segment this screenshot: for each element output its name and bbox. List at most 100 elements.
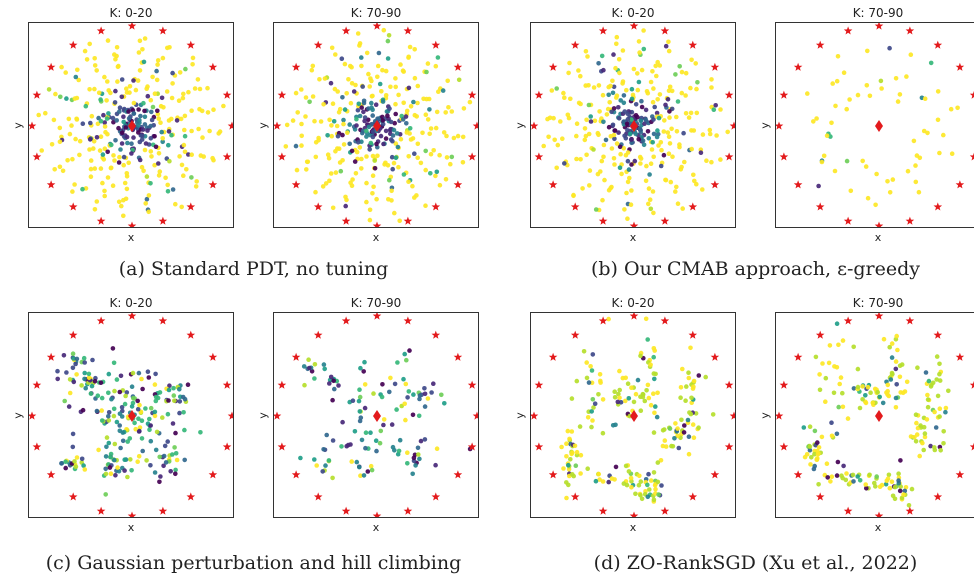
goal-star (274, 411, 282, 420)
data-point (165, 439, 170, 444)
panel-a2-title: K: 70-90 (350, 6, 402, 20)
data-point (77, 138, 83, 144)
data-point (865, 195, 871, 201)
data-point (116, 468, 122, 474)
data-point (685, 417, 691, 423)
data-point (380, 99, 386, 104)
data-point (554, 165, 559, 171)
data-point (317, 77, 322, 82)
data-point (915, 365, 920, 370)
data-point (135, 123, 141, 128)
data-point (339, 444, 344, 449)
data-point (592, 401, 598, 406)
goal-star (341, 506, 351, 515)
data-point (437, 182, 443, 188)
goal-star (598, 316, 608, 325)
goal-star (277, 442, 287, 451)
data-point (925, 392, 930, 398)
goal-star (710, 180, 720, 189)
data-point (357, 41, 363, 46)
data-point (201, 154, 206, 159)
data-point (168, 469, 173, 474)
data-point (375, 153, 380, 159)
data-point (106, 390, 111, 396)
data-point (415, 445, 421, 451)
data-point (146, 375, 152, 380)
data-point (140, 448, 145, 454)
data-point (646, 395, 652, 401)
data-point (643, 117, 648, 122)
goal-star (472, 121, 478, 130)
caption-d: (d) ZO-RankSGD (Xu et al., 2022) (593, 552, 918, 574)
data-point (583, 133, 589, 139)
data-point (352, 429, 358, 434)
data-point (655, 460, 661, 465)
data-point (379, 394, 385, 400)
data-point (36, 112, 41, 118)
data-point (148, 123, 153, 129)
data-point (689, 395, 694, 401)
data-point (709, 85, 714, 90)
data-point (171, 385, 176, 391)
goal-star (688, 492, 698, 501)
data-point (460, 134, 466, 140)
data-point (834, 431, 840, 437)
data-point (117, 423, 122, 428)
data-point (815, 456, 820, 461)
caption-a: (a) Standard PDT, no tuning (118, 258, 389, 280)
data-point (142, 114, 148, 120)
data-point (104, 116, 110, 121)
data-point (103, 454, 109, 459)
data-point (152, 413, 158, 419)
data-point (349, 459, 354, 464)
data-point (460, 160, 466, 165)
data-point (392, 210, 397, 216)
data-point (841, 70, 847, 75)
data-point (324, 432, 329, 438)
data-point (672, 436, 677, 441)
data-point (653, 486, 658, 492)
data-point (578, 157, 583, 162)
data-point (675, 433, 680, 439)
goal-star (291, 180, 301, 189)
data-point (867, 472, 872, 478)
data-point (595, 171, 601, 177)
data-point (655, 390, 660, 396)
data-point (599, 53, 605, 59)
data-point (106, 440, 112, 446)
data-point (119, 141, 125, 146)
data-point (885, 179, 890, 184)
data-point (628, 202, 634, 207)
data-point (606, 479, 611, 485)
data-point (121, 162, 126, 168)
data-point (639, 67, 645, 73)
data-point (337, 106, 343, 112)
data-point (681, 130, 686, 136)
data-point (148, 136, 154, 141)
data-point (675, 201, 681, 206)
panel-b1-title: K: 0-20 (611, 6, 655, 20)
data-point (887, 45, 892, 51)
data-point (610, 90, 616, 96)
data-point (461, 106, 467, 111)
data-point (71, 379, 77, 385)
start-marker (875, 120, 883, 132)
data-point (829, 474, 835, 479)
goal-star (46, 62, 56, 71)
goal-star (46, 470, 56, 479)
data-point (109, 396, 114, 402)
data-point (59, 461, 64, 466)
data-point (177, 410, 182, 416)
data-point (669, 126, 674, 132)
data-point (841, 463, 846, 469)
data-point (932, 445, 937, 450)
data-point (88, 391, 94, 396)
data-point (381, 27, 387, 33)
goal-star (710, 62, 720, 71)
data-point (863, 400, 869, 406)
goal-star (724, 90, 734, 99)
data-point (423, 148, 428, 154)
data-point (57, 139, 63, 145)
data-point (128, 457, 133, 462)
goal-star (186, 492, 196, 501)
